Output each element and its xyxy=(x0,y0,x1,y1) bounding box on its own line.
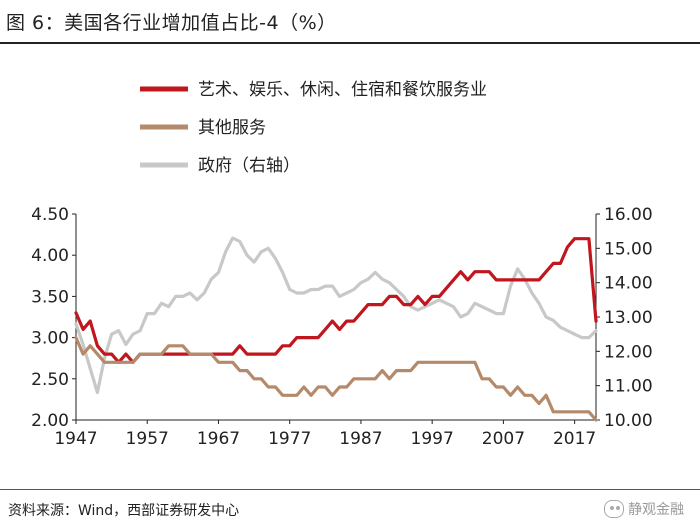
figure-title: 图 6：美国各行业增加值占比-4（%） xyxy=(6,12,337,34)
x-tick-label: 1977 xyxy=(268,429,311,449)
y-left-tick-label: 3.50 xyxy=(31,287,69,307)
source-note: 资料来源：Wind，西部证券研发中心 xyxy=(8,503,240,519)
y-right-tick-label: 11.00 xyxy=(604,377,653,397)
y-left-tick-label: 3.00 xyxy=(31,329,69,349)
y-left-tick-label: 4.50 xyxy=(31,205,69,225)
x-tick-label: 1967 xyxy=(197,429,240,449)
y-right-tick-label: 15.00 xyxy=(604,239,653,259)
watermark-text: 静观金融 xyxy=(628,502,684,518)
y-right-tick-label: 14.00 xyxy=(604,274,653,294)
axes: 2.00 2.50 3.00 3.50 4.00 4.50 10.00 11.00 12.00 1… xyxy=(31,205,653,449)
x-tick-label: 1957 xyxy=(126,429,169,449)
x-tick-label: 2017 xyxy=(553,429,596,449)
legend-label: 其他服务 xyxy=(198,118,266,138)
y-left-tick-label: 2.50 xyxy=(31,370,69,390)
series-line xyxy=(74,336,598,422)
series-line xyxy=(74,237,598,364)
y-left-tick-label: 2.00 xyxy=(31,411,69,431)
x-tick-label: 1987 xyxy=(339,429,382,449)
y-right-tick-label: 12.00 xyxy=(604,342,653,362)
x-tick-label: 2007 xyxy=(482,429,525,449)
series-line xyxy=(74,236,598,395)
top-rule xyxy=(0,42,700,44)
y-right-tick-label: 10.00 xyxy=(604,411,653,431)
series-lines xyxy=(74,236,598,422)
wechat-icon xyxy=(604,500,624,518)
y-right-tick-label: 16.00 xyxy=(604,205,653,225)
y-left-tick-label: 4.00 xyxy=(31,246,69,266)
watermark: 静观金融 xyxy=(604,499,684,519)
x-tick-label: 1997 xyxy=(411,429,454,449)
x-tick-label: 1947 xyxy=(54,429,97,449)
legend-label: 政府（右轴） xyxy=(198,156,300,176)
bottom-rule xyxy=(0,489,700,490)
y-right-tick-label: 13.00 xyxy=(604,308,653,328)
legend-label: 艺术、娱乐、休闲、住宿和餐饮服务业 xyxy=(198,80,487,100)
